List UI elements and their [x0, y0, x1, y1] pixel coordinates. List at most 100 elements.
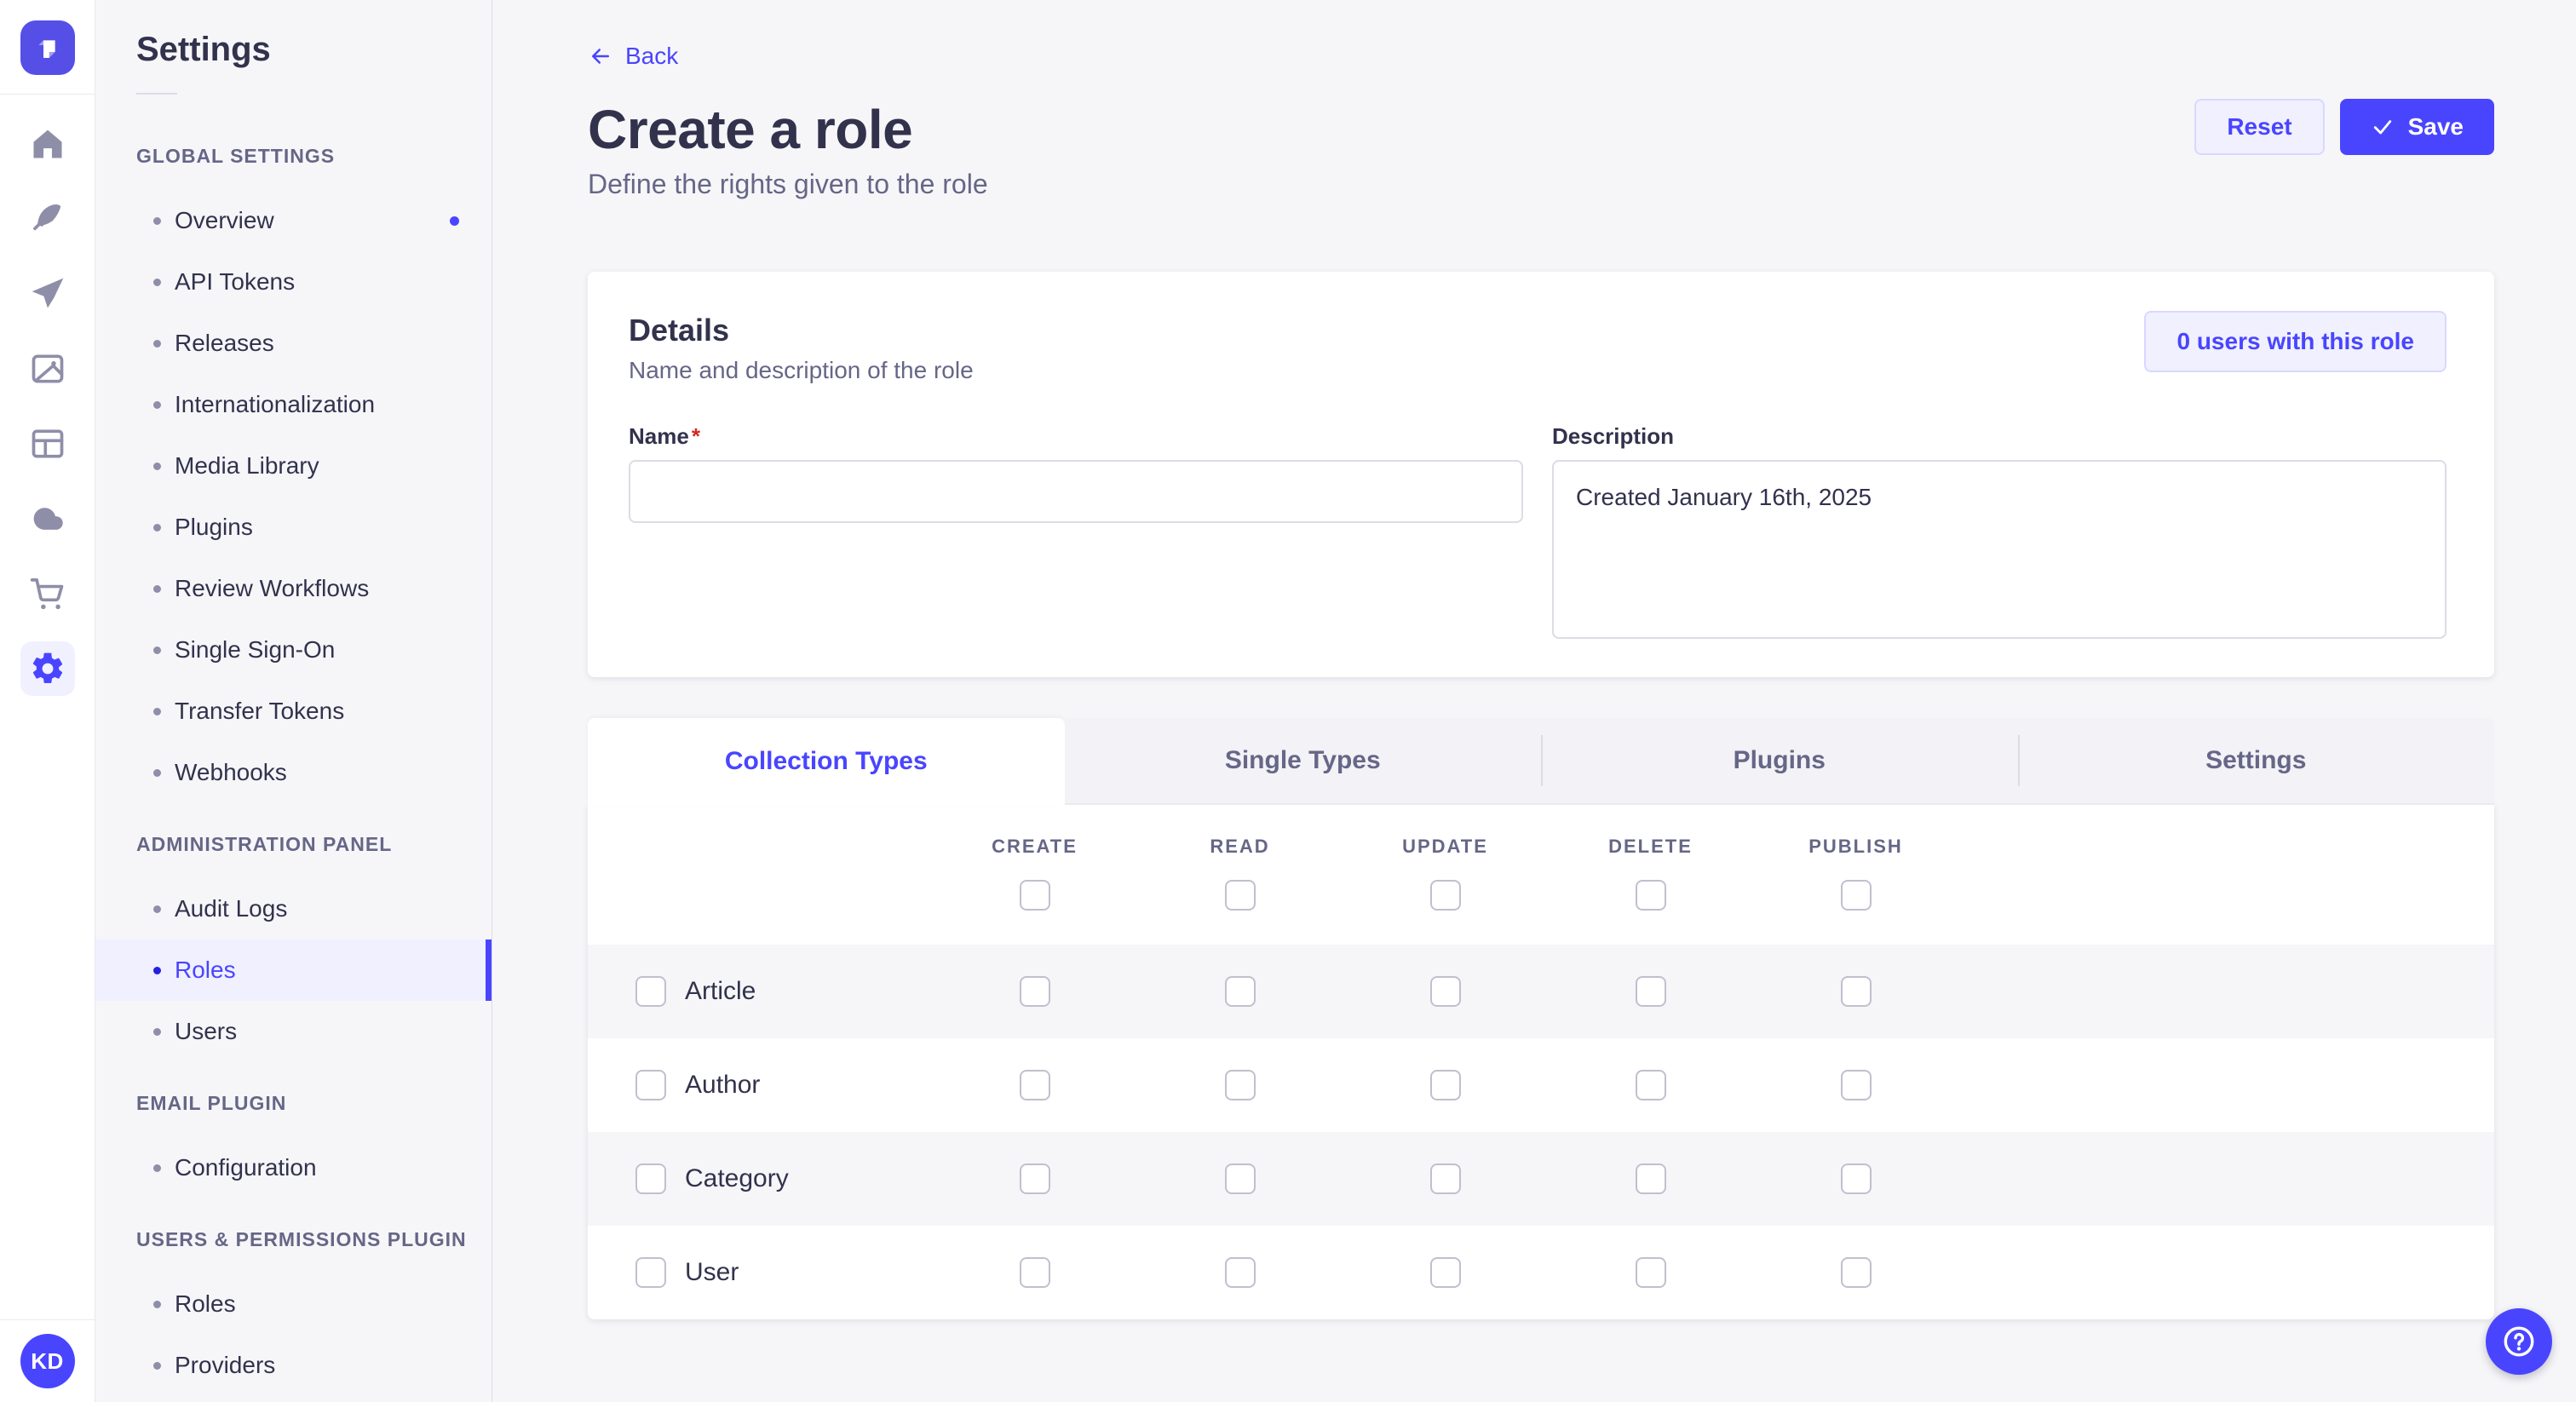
bullet-icon — [153, 1027, 161, 1036]
article-create-checkbox[interactable] — [1019, 976, 1050, 1007]
row-select-checkbox[interactable] — [635, 976, 666, 1007]
category-create-checkbox[interactable] — [1019, 1164, 1050, 1194]
user-delete-checkbox[interactable] — [1635, 1257, 1666, 1288]
settings-subnav: Settings GLOBAL SETTINGS Overview API To… — [95, 0, 492, 1402]
tab-collection-types[interactable]: Collection Types — [588, 718, 1065, 805]
permission-checkbox-cell — [1753, 1164, 1958, 1194]
author-update-checkbox[interactable] — [1429, 1070, 1461, 1100]
tab-settings[interactable]: Settings — [2017, 718, 2494, 805]
permission-checkbox-cell — [1548, 1070, 1753, 1100]
category-update-checkbox[interactable] — [1429, 1164, 1461, 1194]
nav-item-label: Audit Logs — [175, 895, 288, 922]
sidebar-item-audit-logs[interactable]: Audit Logs — [95, 878, 492, 939]
home-icon[interactable] — [20, 117, 75, 171]
nav-item-label: Internationalization — [175, 391, 376, 417]
author-create-checkbox[interactable] — [1019, 1070, 1050, 1100]
sidebar-item-releases[interactable]: Releases — [95, 313, 492, 374]
users-with-role-button[interactable]: 0 users with this role — [2144, 311, 2447, 372]
permission-checkbox-cell — [1137, 1164, 1343, 1194]
bullet-icon — [153, 1164, 161, 1172]
user-read-checkbox[interactable] — [1224, 1257, 1256, 1288]
category-publish-checkbox[interactable] — [1840, 1164, 1872, 1194]
permission-checkbox-cell — [932, 1164, 1137, 1194]
sidebar-item-media-library[interactable]: Media Library — [95, 435, 492, 497]
layout-icon[interactable] — [20, 417, 75, 471]
article-publish-checkbox[interactable] — [1840, 976, 1872, 1007]
name-input[interactable] — [629, 460, 1523, 523]
article-read-checkbox[interactable] — [1224, 976, 1256, 1007]
bullet-icon — [153, 216, 161, 225]
nav-item-label: Review Workflows — [175, 575, 370, 601]
sidebar-item-review-workflows[interactable]: Review Workflows — [95, 558, 492, 619]
bullet-icon — [153, 1361, 161, 1370]
nav-item-label: Providers — [175, 1352, 276, 1378]
media-icon[interactable] — [20, 342, 75, 396]
help-button[interactable] — [2486, 1308, 2552, 1375]
sidebar-item-users[interactable]: Users — [95, 1001, 492, 1062]
select-all-update-checkbox[interactable] — [1429, 880, 1461, 911]
category-delete-checkbox[interactable] — [1635, 1164, 1666, 1194]
notification-dot-icon — [450, 215, 459, 226]
description-textarea[interactable]: Created January 16th, 2025 — [1552, 460, 2447, 639]
category-read-checkbox[interactable] — [1224, 1164, 1256, 1194]
permission-checkbox-cell — [1343, 976, 1548, 1007]
author-publish-checkbox[interactable] — [1840, 1070, 1872, 1100]
select-all-create-checkbox[interactable] — [1019, 880, 1050, 911]
author-delete-checkbox[interactable] — [1635, 1070, 1666, 1100]
select-all-publish-checkbox[interactable] — [1840, 880, 1872, 911]
gear-icon[interactable] — [20, 641, 75, 696]
save-button[interactable]: Save — [2339, 99, 2494, 155]
sidebar-item-transfer-tokens[interactable]: Transfer Tokens — [95, 681, 492, 742]
article-delete-checkbox[interactable] — [1635, 976, 1666, 1007]
sidebar-item-plugins[interactable]: Plugins — [95, 497, 492, 558]
tab-single-types[interactable]: Single Types — [1064, 718, 1541, 805]
back-link[interactable]: Back — [588, 41, 678, 72]
page-title: Create a role — [588, 99, 913, 160]
user-create-checkbox[interactable] — [1019, 1257, 1050, 1288]
sidebar-item-single-sign-on[interactable]: Single Sign-On — [95, 619, 492, 681]
tab-plugins[interactable]: Plugins — [1541, 718, 2018, 805]
sidebar-item-internationalization[interactable]: Internationalization — [95, 374, 492, 435]
rail-divider — [0, 94, 95, 95]
subnav-divider — [136, 93, 177, 95]
row-select-checkbox[interactable] — [635, 1257, 666, 1288]
row-select-checkbox[interactable] — [635, 1070, 666, 1100]
user-avatar[interactable]: KD — [20, 1334, 75, 1388]
permission-checkbox-cell — [1548, 976, 1753, 1007]
sidebar-item-providers[interactable]: Providers — [95, 1335, 492, 1396]
sidebar-item-roles[interactable]: Roles — [95, 1273, 492, 1335]
user-publish-checkbox[interactable] — [1840, 1257, 1872, 1288]
table-row-category: Category — [588, 1132, 2494, 1226]
send-icon[interactable] — [20, 267, 75, 321]
nav-item-label: Media Library — [175, 452, 319, 479]
nav-section: GLOBAL SETTINGS Overview API Tokens Rele… — [95, 142, 492, 803]
cloud-icon[interactable] — [20, 491, 75, 546]
back-label: Back — [625, 43, 679, 69]
permissions-table: CREATE READ UPDATE DELETE PUBLISH Article Au… — [588, 805, 2494, 1319]
reset-button[interactable]: Reset — [2194, 99, 2325, 155]
permission-checkbox-cell — [1343, 1070, 1548, 1100]
description-field-group: Description Created January 16th, 2025 — [1552, 423, 2447, 643]
subnav-title: Settings — [136, 31, 271, 68]
bullet-icon — [153, 339, 161, 348]
select-all-delete-checkbox[interactable] — [1635, 880, 1666, 911]
user-update-checkbox[interactable] — [1429, 1257, 1461, 1288]
author-read-checkbox[interactable] — [1224, 1070, 1256, 1100]
sidebar-item-configuration[interactable]: Configuration — [95, 1137, 492, 1198]
question-mark-icon — [2504, 1326, 2534, 1357]
table-row-author: Author — [588, 1038, 2494, 1132]
sidebar-item-api-tokens[interactable]: API Tokens — [95, 251, 492, 313]
feather-icon[interactable] — [20, 192, 75, 246]
row-select-checkbox[interactable] — [635, 1164, 666, 1194]
strapi-logo[interactable] — [20, 20, 75, 75]
sidebar-item-webhooks[interactable]: Webhooks — [95, 742, 492, 803]
sidebar-item-roles[interactable]: Roles — [95, 939, 492, 1001]
nav-item-label: Single Sign-On — [175, 636, 336, 663]
sidebar-item-overview[interactable]: Overview — [95, 190, 492, 251]
select-all-read-checkbox[interactable] — [1224, 880, 1256, 911]
nav-section-label: USERS & PERMISSIONS PLUGIN — [136, 1228, 467, 1250]
cart-icon[interactable] — [20, 566, 75, 621]
main-content: Back Create a role Reset Save Define the… — [492, 0, 2576, 1319]
article-update-checkbox[interactable] — [1429, 976, 1461, 1007]
nav-section: USERS & PERMISSIONS PLUGIN Roles Provide… — [95, 1226, 492, 1396]
